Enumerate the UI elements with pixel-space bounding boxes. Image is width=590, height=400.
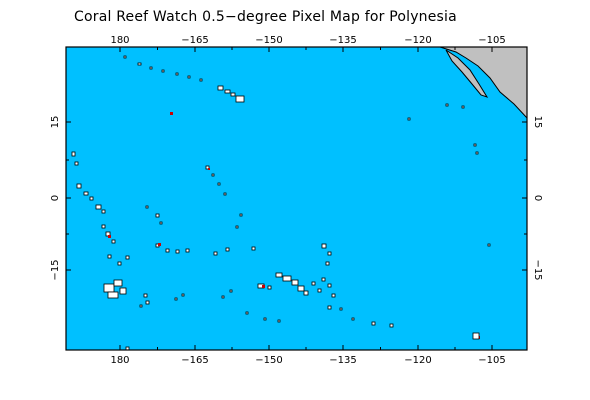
- lon-label-bottom: −120: [404, 355, 431, 366]
- lon-label-top: −120: [404, 35, 431, 46]
- lon-label-bottom: −105: [478, 355, 505, 366]
- lon-label-bottom: 180: [110, 355, 129, 366]
- reef-pixel-easter-island: [472, 332, 480, 340]
- lon-label-bottom: −150: [255, 355, 282, 366]
- land-baja-peninsula: [445, 49, 489, 98]
- lon-label-top: 180: [110, 35, 129, 46]
- lon-label-top: −150: [255, 35, 282, 46]
- lon-label-bottom: −165: [181, 355, 208, 366]
- lon-label-top: −105: [478, 35, 505, 46]
- lat-label-left: 15: [50, 116, 61, 129]
- lon-label-top: −135: [329, 35, 356, 46]
- lon-label-top: −165: [181, 35, 208, 46]
- lat-label-right: −15: [532, 259, 543, 280]
- map-title: Coral Reef Watch 0.5−degree Pixel Map fo…: [74, 9, 457, 25]
- ocean-area: [66, 47, 527, 350]
- lon-label-bottom: −135: [329, 355, 356, 366]
- lat-label-right: 15: [532, 116, 543, 129]
- axis-ticks: 180180−165−165−150−150−135−135−120−120−1…: [50, 35, 543, 366]
- lat-label-left: −15: [50, 259, 61, 280]
- reef-pixels: [71, 55, 491, 351]
- lat-label-left: 0: [50, 195, 61, 201]
- lat-label-right: 0: [532, 195, 543, 201]
